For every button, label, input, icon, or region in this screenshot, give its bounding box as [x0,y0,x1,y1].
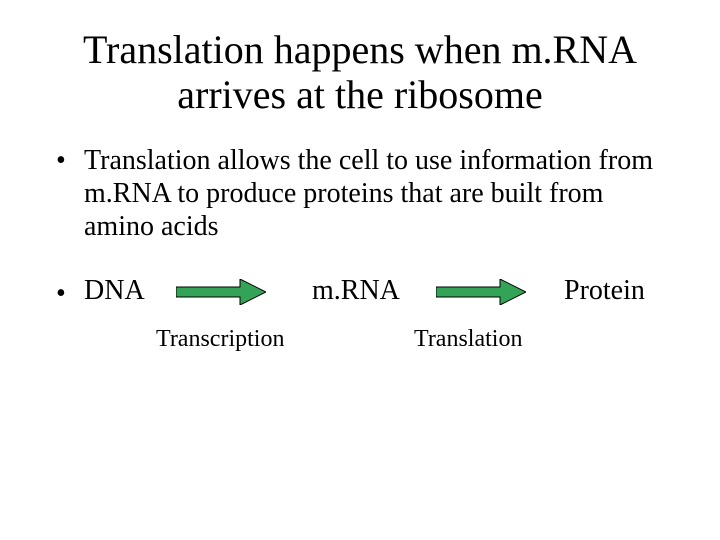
caption-translation: Translation [414,327,522,351]
bullet-item: Translation allows the cell to use infor… [56,144,670,243]
flow-node-protein: Protein [564,277,645,305]
flow-captions: Transcription Translation [84,327,670,357]
flow-node-mrna: m.RNA [312,277,400,305]
caption-transcription: Transcription [156,327,284,351]
slide-title: Translation happens when m.RNA arrives a… [50,28,670,118]
flow-node-dna: DNA [84,277,145,305]
bullet-list: Translation allows the cell to use infor… [56,144,670,357]
slide: Translation happens when m.RNA arrives a… [0,0,720,540]
arrow-icon [176,279,266,305]
bullet-item-flow: DNA m.RNA Protein Transcription Translat… [56,277,670,357]
arrow-icon [436,279,526,305]
flow-row: DNA m.RNA Protein [84,277,670,317]
